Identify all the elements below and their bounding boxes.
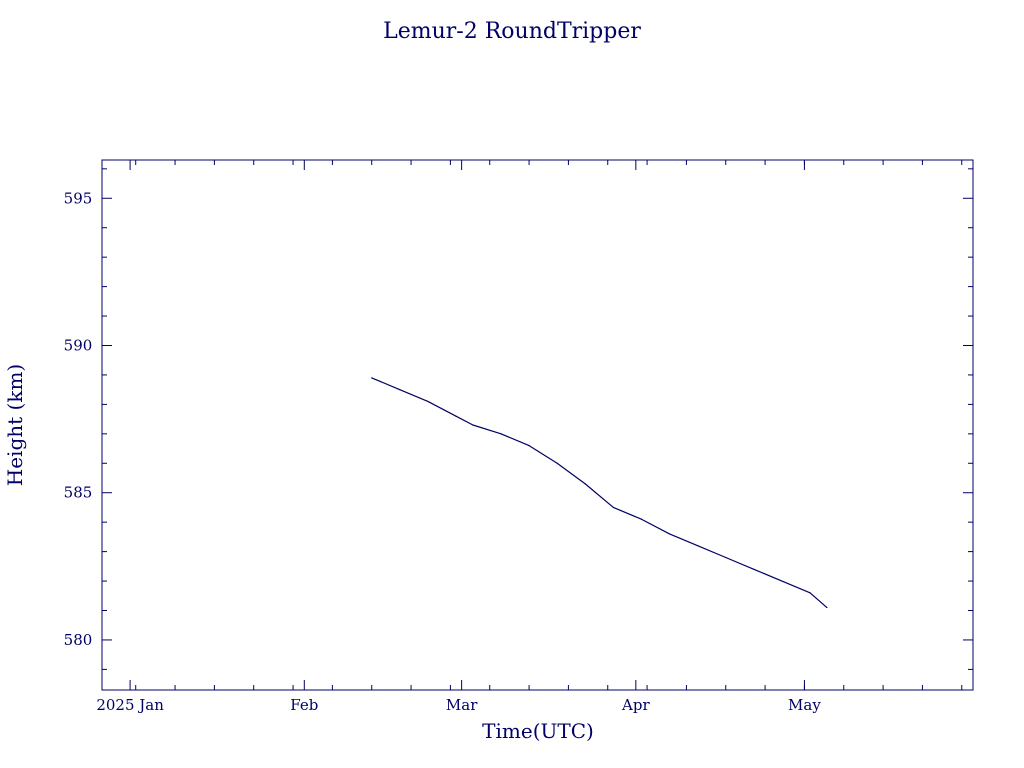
height-data-point (399, 389, 401, 391)
height-data-point (781, 580, 783, 582)
height-data-point (584, 483, 586, 485)
height-data-point (753, 568, 755, 570)
height-data-point (697, 545, 699, 547)
x-axis-tick-labels: 2025 Jan Feb Mar Apr May (96, 696, 821, 714)
y-tick-label: 595 (64, 189, 93, 207)
y-axis-label: Height (km) (3, 364, 27, 486)
y-tick-label: 590 (64, 337, 93, 355)
height-data-point (427, 400, 429, 403)
x-tick-label: May (788, 696, 821, 714)
plot-frame (101, 159, 974, 691)
height-data-point (668, 533, 671, 535)
height-data-point (472, 424, 474, 426)
y-axis-tick-labels: 580 585 590 595 (64, 189, 93, 649)
x-axis-ticks (129, 160, 963, 690)
y-tick-label: 585 (64, 484, 93, 502)
height-data-point (640, 518, 643, 520)
height-data-point (371, 377, 373, 379)
height-data-point (809, 592, 811, 594)
y-axis-ticks (102, 168, 973, 670)
x-tick-label: Mar (446, 696, 478, 714)
x-tick-label: 2025 Jan (96, 696, 164, 714)
height-series-line (371, 377, 828, 609)
height-data-point (826, 606, 828, 609)
height-data-point (612, 506, 614, 509)
height-data-point (528, 445, 530, 447)
x-tick-label: Apr (621, 696, 650, 714)
x-axis-label: Time(UTC) (482, 719, 594, 743)
x-tick-label: Feb (290, 696, 318, 714)
y-tick-label: 580 (64, 631, 93, 649)
series-group (371, 377, 828, 609)
height-data-point (500, 433, 502, 435)
height-data-point (556, 462, 558, 464)
chart-title: Lemur-2 RoundTripper (383, 19, 641, 44)
height-data-point (725, 556, 727, 559)
height-data-point (455, 415, 457, 417)
